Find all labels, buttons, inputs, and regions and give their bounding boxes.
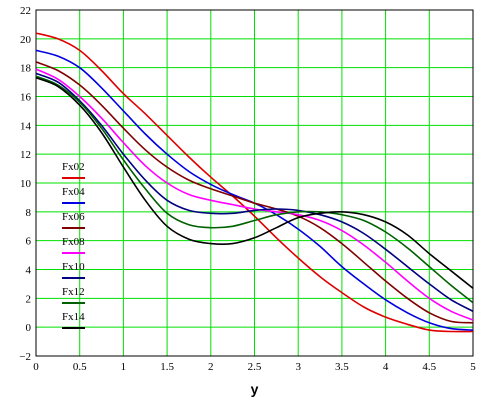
x-tick-label: 2 — [208, 361, 214, 373]
x-tick-label: 2.5 — [248, 361, 262, 373]
y-axis-ticks: −2 0 2 4 6 8 10 12 14 16 18 20 22 — [19, 5, 31, 363]
series-line-fx12 — [35, 75, 474, 304]
y-tick-label: 20 — [20, 34, 32, 46]
legend-label-fx02: Fx02 — [62, 161, 85, 173]
y-tick-label: 16 — [20, 92, 32, 104]
legend-label-fx04: Fx04 — [62, 186, 85, 198]
y-tick-label: 10 — [20, 178, 32, 190]
y-tick-label: 14 — [20, 120, 32, 132]
y-tick-label: 0 — [26, 322, 32, 334]
y-tick-label: 6 — [26, 236, 32, 248]
y-tick-label: −2 — [19, 351, 31, 363]
series-line-fx06 — [35, 61, 474, 324]
x-tick-label: 3.5 — [335, 361, 349, 373]
y-tick-label: 8 — [26, 207, 32, 219]
y-tick-label: 2 — [26, 293, 32, 305]
legend-label-fx06: Fx06 — [62, 211, 85, 223]
x-axis-ticks: 0 0.5 1 1.5 2 2.5 3 3.5 4 4.5 5 — [33, 361, 476, 373]
x-tick-label: 1 — [121, 361, 127, 373]
series-line-fx14 — [35, 77, 474, 289]
legend: Fx02 Fx04 Fx06 Fx08 Fx10 Fx12 Fx14 — [62, 161, 85, 329]
legend-label-fx10: Fx10 — [62, 261, 85, 273]
series-line-fx10 — [35, 72, 474, 313]
x-tick-label: 0.5 — [73, 361, 87, 373]
x-axis-label: y — [251, 381, 259, 397]
plot-frame — [35, 9, 474, 357]
x-tick-label: 5 — [470, 361, 476, 373]
series-line-fx08 — [35, 68, 474, 321]
legend-label-fx08: Fx08 — [62, 236, 85, 248]
x-tick-label: 4.5 — [422, 361, 436, 373]
y-tick-label: 22 — [20, 5, 31, 17]
x-tick-label: 3 — [295, 361, 301, 373]
series-line-fx02 — [35, 32, 474, 333]
y-tick-label: 18 — [20, 63, 32, 75]
x-tick-label: 0 — [33, 361, 39, 373]
legend-label-fx12: Fx12 — [62, 286, 85, 298]
y-tick-label: 4 — [26, 265, 32, 277]
y-tick-label: 12 — [20, 149, 31, 161]
x-tick-label: 1.5 — [160, 361, 174, 373]
x-tick-label: 4 — [383, 361, 389, 373]
series-lines — [35, 32, 474, 333]
legend-label-fx14: Fx14 — [62, 311, 85, 323]
